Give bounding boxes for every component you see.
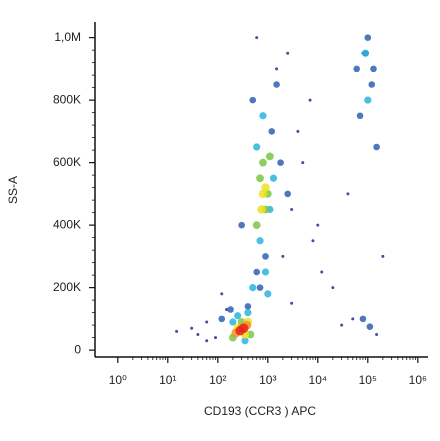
event-dot (368, 81, 376, 88)
event-dot (284, 190, 291, 198)
event-dot (256, 237, 264, 245)
event-dot (220, 292, 224, 296)
event-dot (316, 223, 320, 227)
event-dot (257, 205, 266, 214)
event-dot (175, 329, 179, 333)
x-tick-label: 10⁵ (359, 373, 377, 387)
event-dot (238, 221, 245, 229)
event-dot (259, 158, 267, 167)
event-dot (277, 159, 284, 166)
x-tick-label: 10² (209, 373, 226, 387)
event-dot (252, 221, 261, 230)
event-dot (234, 312, 242, 320)
x-tick-label: 10⁰ (109, 373, 127, 387)
event-dot (311, 239, 315, 243)
event-dot (249, 284, 257, 292)
event-dot (229, 318, 237, 326)
event-dot (205, 320, 209, 324)
event-dot (205, 339, 209, 343)
event-dot (244, 309, 252, 317)
x-tick-label: 10⁶ (409, 373, 427, 387)
event-dot (255, 36, 259, 40)
event-dot (214, 336, 218, 340)
event-dot (359, 315, 367, 323)
event-dot (351, 317, 355, 321)
event-dot (301, 161, 305, 165)
event-dot (261, 183, 270, 192)
event-dot (253, 143, 261, 151)
x-axis-label: CD193 (CCR3 ) APC (204, 404, 316, 418)
event-dot (381, 254, 385, 258)
event-dot (308, 98, 312, 102)
event-dot (364, 34, 372, 41)
event-dot (238, 323, 249, 334)
event-dot (340, 323, 344, 327)
event-dot (286, 51, 290, 55)
event-dot (227, 306, 234, 313)
event-dot (256, 284, 264, 291)
event-dot (253, 268, 261, 276)
x-tick-label: 10⁴ (309, 373, 328, 387)
y-tick-label: 800K (53, 92, 81, 106)
y-axis-label: SS-A (6, 176, 20, 204)
y-tick-label: 0 (74, 342, 81, 356)
event-dot (268, 128, 276, 135)
event-dot (356, 112, 364, 120)
event-dot (256, 174, 264, 183)
x-tick-label: 10³ (259, 373, 276, 387)
event-dot (375, 333, 379, 336)
event-dot (261, 268, 270, 276)
event-dot (218, 315, 226, 323)
event-dot (196, 333, 200, 336)
event-dot (296, 129, 300, 133)
event-dot (346, 192, 350, 196)
event-dot (259, 112, 267, 120)
event-dot (370, 65, 377, 73)
event-dot (190, 326, 194, 330)
event-dot (366, 323, 374, 330)
event-dot (264, 290, 272, 298)
event-dot (244, 303, 252, 310)
event-dot (361, 49, 370, 57)
event-dot (269, 174, 278, 182)
event-dot (262, 253, 269, 260)
event-dot (320, 270, 324, 274)
y-tick-label: 200K (53, 280, 81, 294)
y-tick-label: 400K (53, 217, 81, 231)
event-dot (265, 152, 274, 161)
y-tick-label: 1,0M (54, 30, 81, 44)
x-tick-label: 10¹ (159, 373, 176, 387)
event-dot (241, 337, 249, 345)
event-dot (275, 67, 279, 71)
event-dot (273, 81, 280, 88)
event-dot (353, 65, 361, 73)
event-dot (373, 143, 380, 151)
event-dot (290, 208, 294, 211)
event-dot (249, 96, 257, 104)
event-dot (364, 96, 372, 104)
event-dot (331, 286, 335, 290)
y-tick-label: 600K (53, 155, 81, 169)
event-dot (281, 254, 285, 258)
event-dot (290, 301, 294, 305)
